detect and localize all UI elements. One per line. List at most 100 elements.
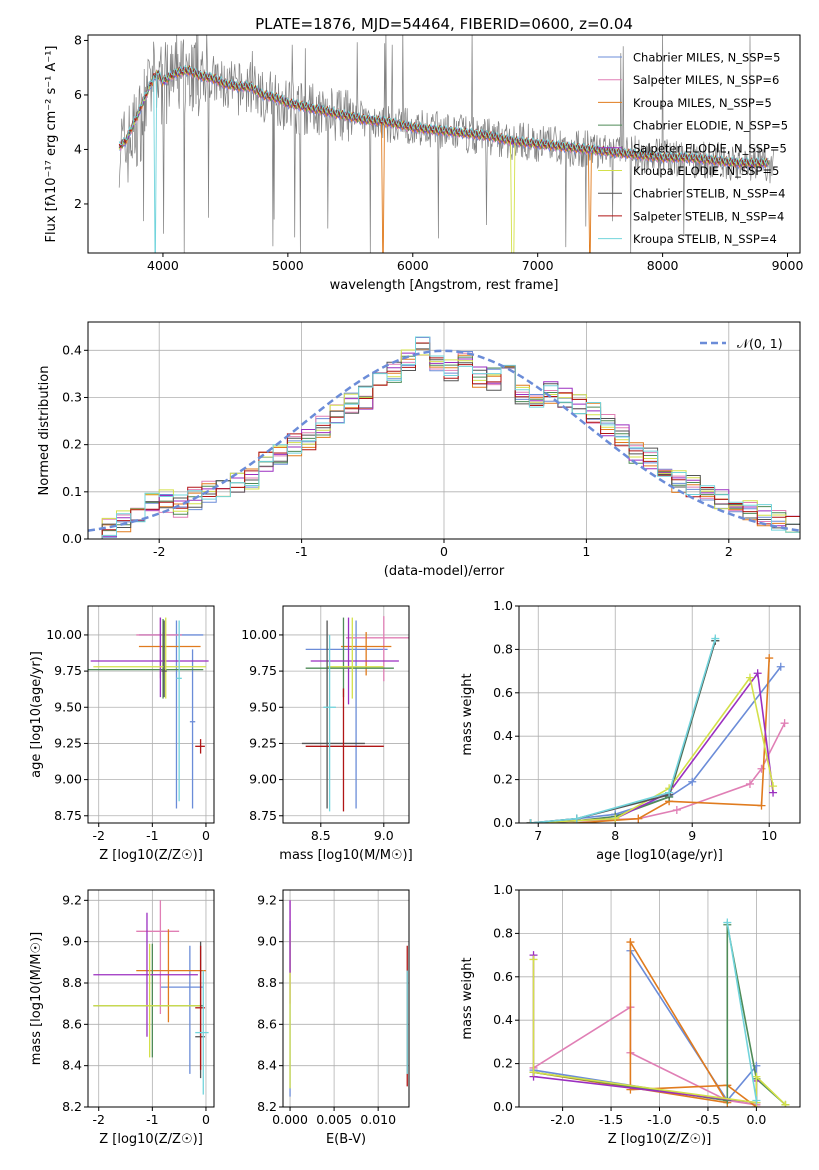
x-tick-label: 0.0 [746, 1112, 766, 1127]
x-tick-label: 4000 [147, 258, 179, 273]
axes-weight-age: 7 8 9 10 0.0 0.2 0.4 0.6 0.8 1.0 age [log10(age/yr… [460, 598, 801, 863]
plot-area-age-mass [301, 616, 409, 812]
axes-age-mass: 8.5 9.0 8.75 9.00 9.25 9.50 9.75 10.00 mass [log… [241, 605, 413, 863]
x-tick-label: 9 [688, 828, 696, 843]
y-axis-label: mass [log10(M/M☉)] [29, 932, 44, 1065]
y-tick-label: 8.4 [257, 1058, 277, 1073]
x-tick-label: 5000 [272, 258, 304, 273]
x-tick-label: -2 [153, 544, 165, 559]
weight-line [532, 955, 758, 1104]
y-tick-label: 6 [74, 87, 82, 102]
weight-line [533, 939, 757, 1107]
weight-line [530, 638, 717, 823]
y-tick-label: 9.00 [54, 772, 82, 787]
y-tick-label: 0.8 [493, 641, 513, 656]
legend-label: Kroupa MILES, N_SSP=5 [633, 96, 772, 110]
weight-marker [776, 662, 785, 671]
plot-area-age-Z [88, 617, 209, 809]
x-tick-label: 0.000 [272, 1112, 308, 1127]
y-axis-label: mass weight [460, 673, 475, 755]
legend-label: Chabrier ELODIE, N_SSP=5 [633, 119, 788, 133]
weight-marker [723, 918, 732, 927]
y-tick-label: 9.75 [54, 663, 82, 678]
x-tick-label: 2 [725, 544, 733, 559]
x-tick-label: -1.0 [647, 1112, 671, 1127]
weight-marker [529, 955, 538, 964]
legend-label: 𝒩(0, 1) [737, 336, 783, 351]
x-tick-label: -1 [295, 544, 307, 559]
x-tick-label: 0 [440, 544, 448, 559]
weight-marker [745, 673, 754, 682]
y-tick-label: 9.0 [257, 934, 277, 949]
weight-marker [526, 819, 535, 823]
y-tick-label: 0.0 [62, 531, 82, 546]
weight-marker [757, 801, 766, 810]
axes-mass-EBV: 0.000 0.005 0.010 8.2 8.4 8.6 8.8 9.0 9.2 E(B-V) [257, 889, 410, 1147]
y-tick-label: 0.2 [493, 1056, 513, 1071]
y-tick-label: 0.6 [493, 685, 513, 700]
y-tick-label: 4 [74, 141, 82, 156]
y-tick-label: 9.75 [249, 663, 277, 678]
y-tick-label: 0.6 [493, 969, 513, 984]
y-tick-label: 9.0 [62, 934, 82, 949]
y-tick-label: 9.00 [249, 772, 277, 787]
y-axis-label: age [log10(age/yr)] [29, 651, 44, 778]
y-tick-label: 0.2 [493, 772, 513, 787]
y-tick-label: 9.50 [249, 699, 277, 714]
x-axis-label: (data-model)/error [384, 564, 505, 579]
y-tick-label: 0.4 [493, 728, 513, 743]
weight-marker [745, 779, 754, 788]
axes-frame [518, 605, 801, 824]
weight-marker [529, 1068, 538, 1077]
plot-area-mass-Z [93, 900, 209, 1095]
y-tick-label: 9.50 [54, 699, 82, 714]
legend-label: Salpeter STELIB, N_SSP=4 [633, 209, 784, 223]
y-tick-label: 8.8 [257, 975, 277, 990]
x-tick-label: 7000 [522, 258, 554, 273]
x-tick-label: -0.5 [696, 1112, 720, 1127]
x-axis-label: Z [log10(Z/Z☉)] [99, 1132, 203, 1147]
weight-marker [572, 814, 581, 823]
x-tick-label: 6000 [397, 258, 429, 273]
plot-area-weight-Z [529, 918, 790, 1107]
x-axis-label: wavelength [Angstrom, rest frame] [330, 278, 559, 293]
plot-area-spectrum [118, 35, 775, 253]
weight-marker [769, 782, 778, 791]
y-tick-label: 0.0 [493, 1099, 513, 1114]
figure-title: PLATE=1876, MJD=54464, FIBERID=0600, z=0… [255, 15, 633, 33]
weight-marker [672, 805, 681, 814]
legend: Chabrier MILES, N_SSP=5 Salpeter MILES, N… [598, 51, 788, 246]
y-tick-label: 1.0 [493, 882, 513, 897]
weight-marker [752, 1072, 761, 1081]
weight-marker [634, 814, 643, 823]
y-tick-label: 10.00 [241, 627, 277, 642]
x-tick-label: 9.0 [374, 828, 394, 843]
y-tick-label: 9.25 [249, 735, 277, 750]
x-axis-label: E(B-V) [326, 1132, 366, 1147]
axes-weight-Z: -2.0 -1.5 -1.0 -0.5 0.0 0.0 0.2 0.4 0.6 0.8 1.0 Z [… [460, 882, 801, 1147]
weight-marker [780, 719, 789, 728]
y-tick-label: 9.2 [62, 892, 82, 907]
x-axis-label: Z [log10(Z/Z☉)] [608, 1132, 712, 1147]
legend-label: Salpeter ELODIE, N_SSP=5 [633, 141, 787, 155]
x-tick-label: 0.005 [316, 1112, 352, 1127]
x-tick-label: -2.0 [550, 1112, 574, 1127]
weight-line [530, 658, 770, 823]
weight-marker [688, 777, 697, 786]
y-tick-label: 8.2 [257, 1099, 277, 1114]
weight-marker [711, 634, 720, 643]
x-axis-label: mass [log10(M/M☉)] [279, 848, 412, 863]
y-tick-label: 0.2 [62, 437, 82, 452]
y-tick-label: 0.8 [493, 925, 513, 940]
axes-spectrum: 4000 5000 6000 7000 8000 9000 2 4 6 8 wavelength [… [44, 32, 803, 293]
y-tick-label: 8.6 [257, 1016, 277, 1031]
weight-marker [781, 1100, 790, 1107]
y-axis-label: mass weight [460, 957, 475, 1039]
weight-line [726, 922, 758, 1101]
y-tick-label: 2 [74, 196, 82, 211]
x-tick-label: 8000 [647, 258, 679, 273]
x-tick-label: 0 [202, 828, 210, 843]
x-tick-label: 7 [534, 828, 542, 843]
plot-area-weight-age [526, 634, 789, 823]
